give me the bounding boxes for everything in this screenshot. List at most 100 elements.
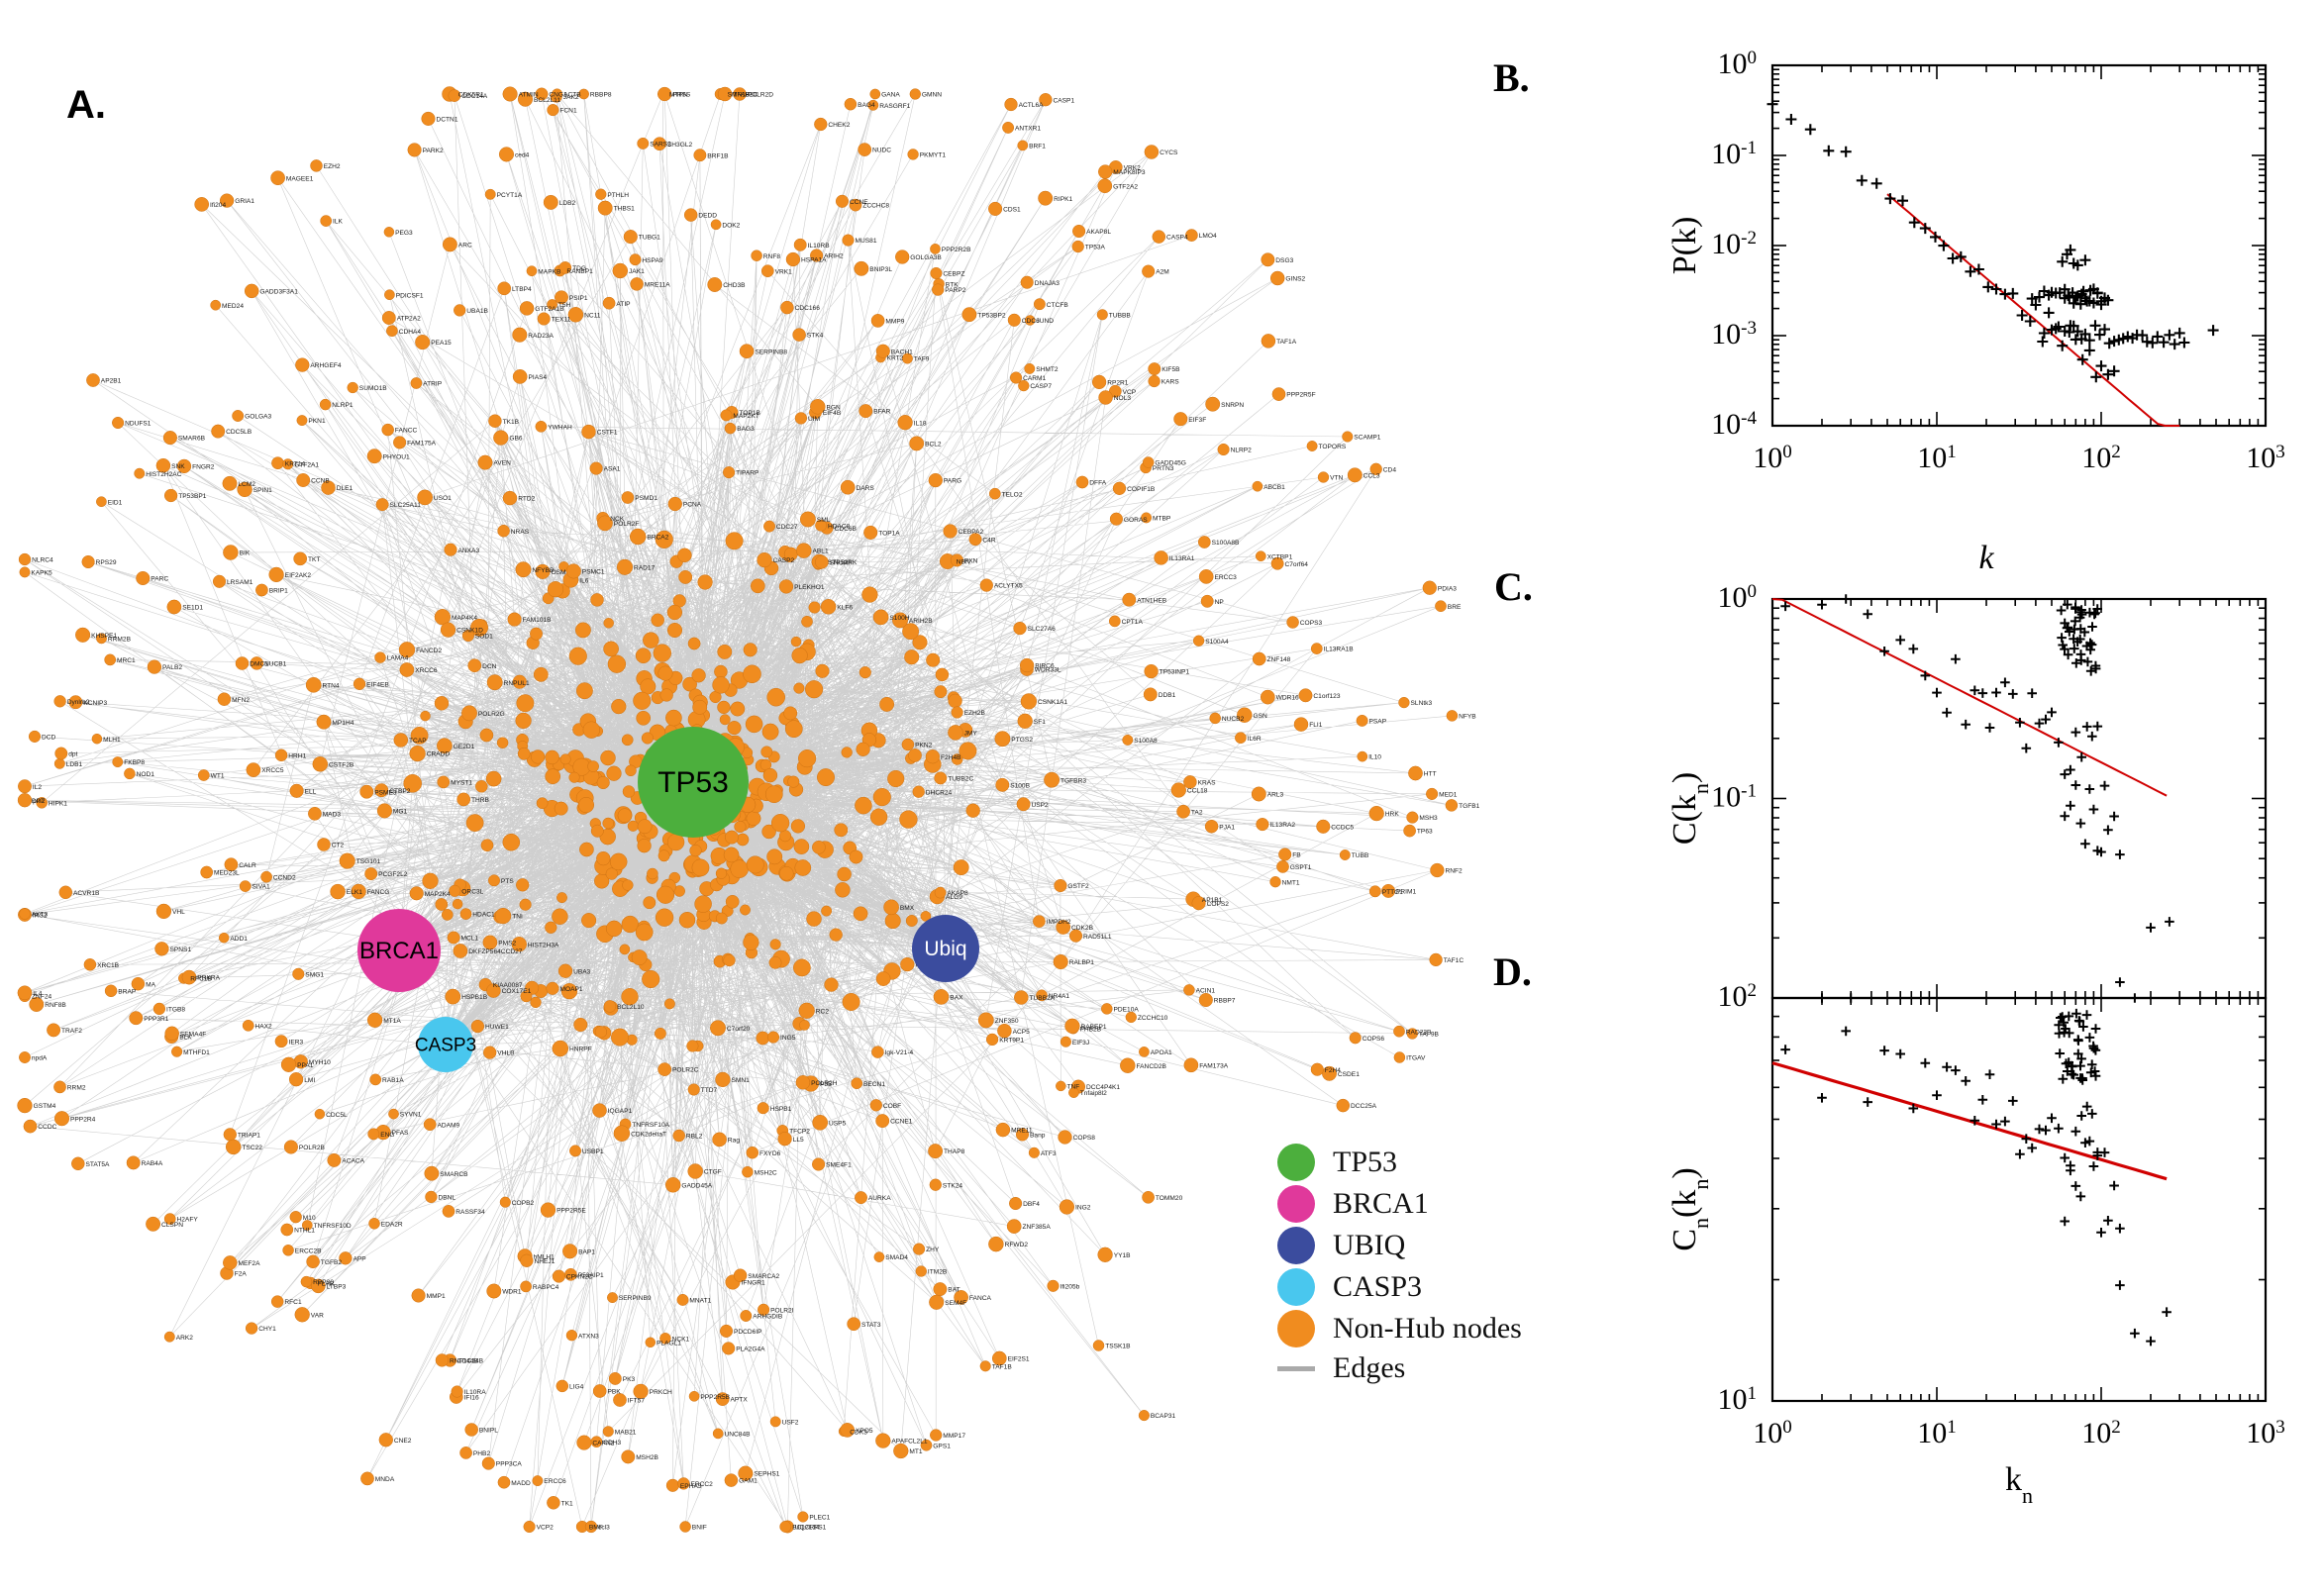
svg-text:USP5: USP5 <box>829 1120 847 1127</box>
svg-text:GSTM4: GSTM4 <box>34 1103 56 1110</box>
svg-text:COPB2: COPB2 <box>512 1200 535 1207</box>
svg-text:NFYB: NFYB <box>1459 714 1476 721</box>
svg-text:SUMO1B: SUMO1B <box>359 385 387 392</box>
svg-text:RABEP1: RABEP1 <box>1081 1024 1107 1031</box>
svg-text:100: 100 <box>1753 1417 1792 1450</box>
svg-text:BRAP: BRAP <box>118 988 137 995</box>
svg-text:BRCA2: BRCA2 <box>647 535 668 542</box>
svg-text:SNK: SNK <box>171 463 185 470</box>
svg-text:S100A8: S100A8 <box>1134 738 1158 745</box>
svg-text:PPP2R2B: PPP2R2B <box>942 247 971 253</box>
svg-text:MAP2K7: MAP2K7 <box>733 413 758 420</box>
svg-text:PEG3: PEG3 <box>395 230 413 237</box>
svg-text:IL2: IL2 <box>33 784 42 791</box>
svg-text:MT1: MT1 <box>909 1448 923 1455</box>
svg-text:COPS2: COPS2 <box>1207 901 1230 908</box>
svg-text:PHB2: PHB2 <box>473 1450 491 1457</box>
svg-text:RRM2: RRM2 <box>67 1085 86 1092</box>
svg-text:RASGRF1: RASGRF1 <box>879 103 910 110</box>
svg-text:IFT57: IFT57 <box>628 1398 646 1405</box>
svg-text:SF1: SF1 <box>1034 719 1046 726</box>
svg-text:DNAJA3: DNAJA3 <box>1035 280 1060 287</box>
svg-text:ATP2A2: ATP2A2 <box>397 316 421 323</box>
svg-text:MT1A: MT1A <box>383 1018 401 1025</box>
svg-text:DOK2: DOK2 <box>722 222 740 229</box>
svg-text:CRADD: CRADD <box>427 751 451 758</box>
svg-text:TAF1C: TAF1C <box>1444 957 1464 964</box>
svg-text:NDUFS1: NDUFS1 <box>125 421 152 428</box>
svg-text:k: k <box>1978 540 1994 576</box>
svg-text:EIF2AK2: EIF2AK2 <box>285 572 312 579</box>
svg-text:EZH2: EZH2 <box>324 163 341 170</box>
svg-text:npdA: npdA <box>32 1055 48 1062</box>
svg-text:SH3GL2: SH3GL2 <box>667 142 693 149</box>
svg-text:DDB1: DDB1 <box>1159 692 1176 699</box>
svg-text:SNURF: SNURF <box>830 559 853 566</box>
svg-text:MNAT1: MNAT1 <box>689 1298 711 1305</box>
svg-text:MAP4K4: MAP4K4 <box>452 615 477 622</box>
svg-text:XRCC5: XRCC5 <box>261 767 284 774</box>
svg-text:BNIP3L: BNIP3L <box>869 266 892 273</box>
svg-text:APTX: APTX <box>731 1397 749 1404</box>
svg-text:HRK: HRK <box>1385 811 1400 818</box>
svg-text:CDC166: CDC166 <box>795 305 821 312</box>
svg-text:102: 102 <box>2081 1417 2121 1450</box>
svg-text:TFCP2: TFCP2 <box>789 1129 810 1136</box>
svg-text:ATIP: ATIP <box>616 301 631 308</box>
svg-text:NR4A1: NR4A1 <box>1049 993 1070 1000</box>
svg-text:TUBB2C: TUBB2C <box>948 776 973 783</box>
svg-text:GMNN: GMNN <box>922 92 942 99</box>
svg-text:BACH1: BACH1 <box>891 349 913 355</box>
svg-text:Ubiq: Ubiq <box>924 938 966 960</box>
svg-text:PMS2: PMS2 <box>498 941 516 948</box>
svg-text:TUBB: TUBB <box>1352 852 1369 859</box>
svg-text:DHCR24: DHCR24 <box>926 789 953 796</box>
svg-text:CLSPN: CLSPN <box>161 1222 183 1229</box>
svg-text:AKAP8L: AKAP8L <box>1086 229 1111 236</box>
svg-text:S100A8B: S100A8B <box>1212 540 1240 547</box>
svg-text:FANCC: FANCC <box>395 428 418 435</box>
svg-text:RAB4A: RAB4A <box>142 1160 163 1167</box>
svg-text:RNF2: RNF2 <box>1446 868 1464 875</box>
svg-text:ced4: ced4 <box>515 152 530 159</box>
svg-text:DEDD: DEDD <box>698 213 717 220</box>
svg-text:UBA3: UBA3 <box>573 968 591 975</box>
svg-text:NP: NP <box>1215 599 1225 606</box>
svg-text:PARG: PARG <box>944 478 961 485</box>
svg-text:SE1D1: SE1D1 <box>182 605 203 612</box>
svg-text:GSPT1: GSPT1 <box>1290 864 1312 871</box>
svg-text:BCL2L14: BCL2L14 <box>792 1525 820 1532</box>
svg-text:RFWD2: RFWD2 <box>1005 1242 1029 1248</box>
svg-text:POLR2C: POLR2C <box>672 1067 699 1074</box>
svg-text:10-1: 10-1 <box>1711 138 1757 171</box>
svg-text:HIST2H2AC: HIST2H2AC <box>146 471 182 478</box>
svg-text:IL10RA: IL10RA <box>464 1389 487 1396</box>
svg-text:ERCC2: ERCC2 <box>691 1481 714 1488</box>
svg-text:TSG101: TSG101 <box>356 858 381 865</box>
svg-text:BGN: BGN <box>827 404 842 411</box>
svg-text:ILK: ILK <box>333 219 343 226</box>
svg-text:PBK: PBK <box>608 1389 622 1396</box>
svg-text:UIM: UIM <box>808 416 820 423</box>
svg-text:PCYT1A: PCYT1A <box>497 192 523 199</box>
svg-text:RAD17: RAD17 <box>634 564 656 571</box>
svg-text:PPP2R5B: PPP2R5B <box>700 1394 730 1401</box>
svg-text:CASP1: CASP1 <box>1054 97 1075 104</box>
svg-text:GPS1: GPS1 <box>933 1443 951 1449</box>
svg-text:SMAD4: SMAD4 <box>885 1254 908 1261</box>
svg-text:RTD2: RTD2 <box>518 496 535 503</box>
svg-text:PCNA: PCNA <box>683 502 702 509</box>
svg-text:D.: D. <box>1493 949 1532 994</box>
svg-text:TIPARP: TIPARP <box>736 470 759 477</box>
svg-text:NUCB2: NUCB2 <box>1222 716 1245 723</box>
svg-text:IL10: IL10 <box>1368 754 1381 761</box>
svg-text:BIRC6: BIRC6 <box>1035 663 1055 670</box>
svg-text:MTBP: MTBP <box>1153 516 1171 523</box>
svg-text:FB: FB <box>1292 852 1301 859</box>
svg-text:pfs2: pfs2 <box>33 798 46 805</box>
svg-text:PRKRA: PRKRA <box>197 975 220 982</box>
svg-text:102: 102 <box>2081 442 2121 475</box>
svg-text:PSMC1: PSMC1 <box>582 569 605 576</box>
svg-text:CDC5LB: CDC5LB <box>226 429 252 436</box>
svg-text:PK3: PK3 <box>623 1376 636 1383</box>
